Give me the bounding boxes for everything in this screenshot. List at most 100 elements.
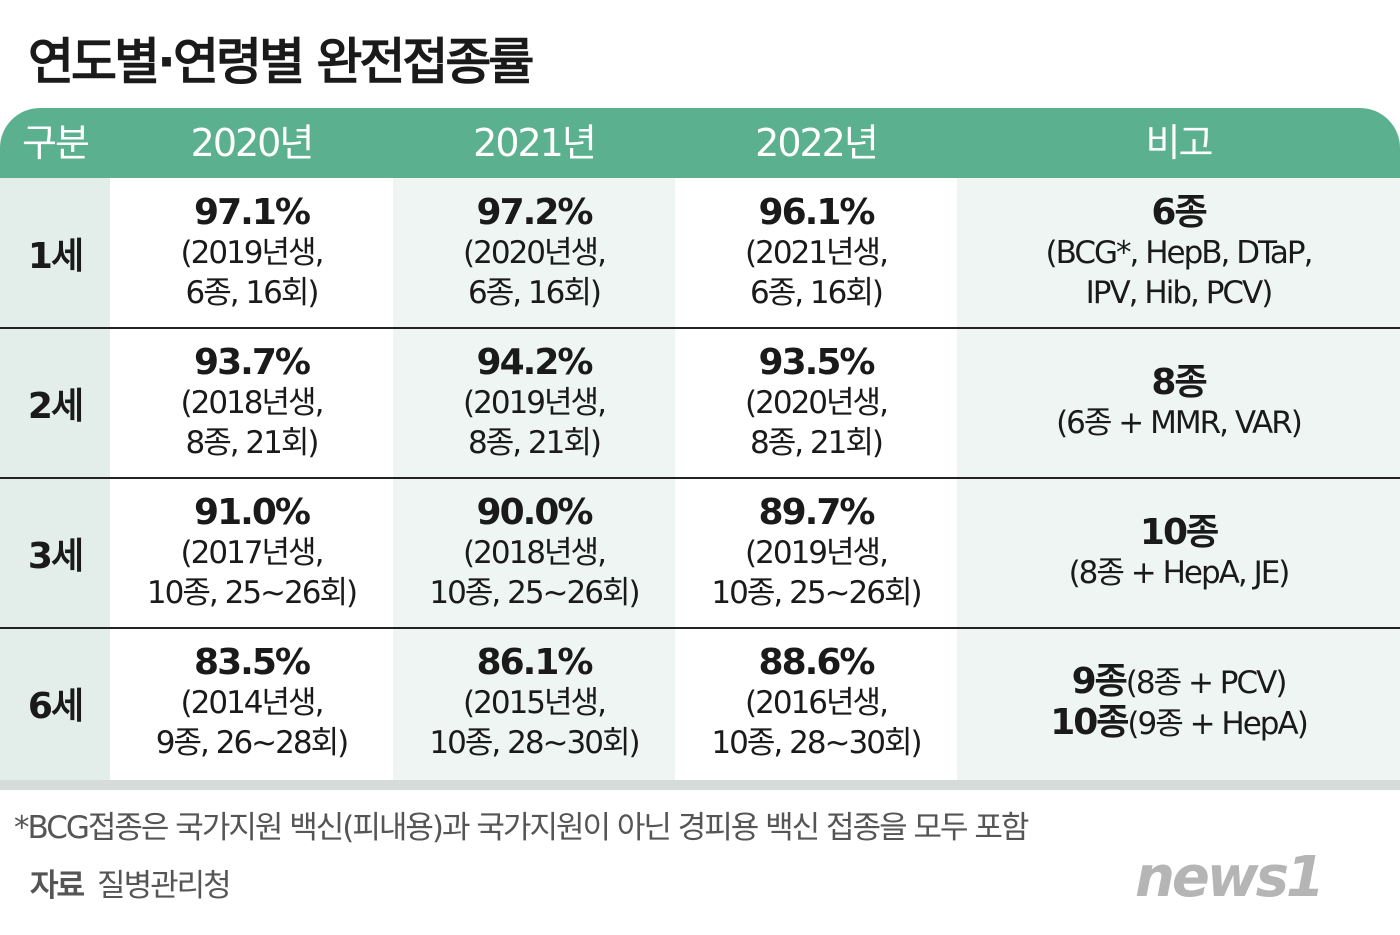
remark-cell: 8종 (6종 + MMR, VAR) [957,328,1400,478]
row-label: 3세 [0,478,110,628]
source: 자료 질병관리청 [30,860,232,905]
remark-line: (8종 + HepA, JE) [1068,553,1291,593]
table-cell: 86.1% (2015년생, 10종, 28~30회) [393,628,675,778]
row-divider [0,627,1400,629]
table-cell: 89.7% (2019년생, 10종, 25~26회) [675,478,957,628]
cohort-detail: (2021년생, [745,235,889,271]
cohort-detail: (2020년생, [463,235,607,271]
page-title: 연도별·연령별 완전접종률 [28,33,534,91]
cohort-detail: 9종, 26~28회) [155,725,349,761]
remark-detail: (9종 + HepA) [1127,706,1308,742]
remark-line: 10종 [1139,512,1219,553]
remark-line: 8종 [1151,362,1207,403]
cohort-detail: 10종, 25~26회) [429,575,640,611]
remark-detail: (8종 + PCV) [1125,665,1288,701]
column-header: 비고 [1145,121,1214,165]
remark-line: 6종 [1151,192,1207,233]
column-header: 2022년 [755,121,879,165]
cohort-detail: (2016년생, [745,685,889,721]
column-background [957,178,1400,780]
cohort-detail: 10종, 28~30회) [711,725,922,761]
rate-value: 90.0% [476,492,594,533]
cohort-detail: (2020년생, [745,385,889,421]
cohort-detail: (2018년생, [463,535,607,571]
cohort-detail: (2019년생, [180,235,325,271]
cohort-detail: (2019년생, [463,385,607,421]
table-cell: 96.1% (2021년생, 6종, 16회) [675,178,957,328]
remark-cell: 6종 (BCG*, HepB, DTaP, IPV, Hib, PCV) [957,178,1400,328]
column-background [393,178,675,780]
row-label-text: 2세 [27,386,84,427]
rate-value: 89.7% [758,492,876,533]
remark-text: (BCG*, HepB, DTaP, [1045,235,1314,271]
rate-value: 93.7% [194,342,311,383]
table-cell: 83.5% (2014년생, 9종, 26~28회) [110,628,393,778]
rate-value: 97.2% [476,192,594,233]
rate-value: 88.6% [758,642,876,683]
remark-cell: 10종 (8종 + HepA, JE) [957,478,1400,628]
rate-value: 94.2% [476,342,594,383]
cohort-detail: (2015년생, [463,685,607,721]
cohort-detail: (2018년생, [180,385,325,421]
cohort-detail: 10종, 25~26회) [146,575,358,611]
remark-text: (6종 + MMR, VAR) [1056,405,1303,441]
cohort-detail: 6종, 16회) [185,275,319,311]
table-cell: 93.5% (2020년생, 8종, 21회) [675,328,957,478]
cohort-detail: (2019년생, [745,535,889,571]
column-header: 2020년 [190,121,315,165]
rate-value: 93.5% [758,342,876,383]
column-header: 구분 [22,121,90,165]
remark-text: 10종 [1050,702,1129,743]
source-label: 자료 [30,868,85,904]
cohort-detail: 8종, 21회) [467,425,602,461]
cohort-detail: (2017년생, [180,535,325,571]
remark-text: 10종 [1139,512,1219,553]
row-divider [0,327,1400,329]
column-header: 2021년 [473,121,597,165]
table-cell: 97.2% (2020년생, 6종, 16회) [393,178,675,328]
row-label-text: 3세 [27,536,84,577]
cohort-detail: 10종, 28~30회) [429,725,640,761]
row-label-text: 1세 [27,236,84,277]
table-header: 구분 2020년 2021년 2022년 비고 [0,108,1400,178]
cohort-detail: 10종, 25~26회) [711,575,922,611]
remark-line: 10종(9종 + HepA) [1050,702,1309,744]
remark-cell: 9종(8종 + PCV) 10종(9종 + HepA) [957,628,1400,778]
rate-value: 86.1% [476,642,594,683]
table-cell: 94.2% (2019년생, 8종, 21회) [393,328,675,478]
remark-text: (8종 + HepA, JE) [1068,555,1291,591]
remark-text: 6종 [1151,192,1207,233]
column-background [110,178,393,780]
cohort-detail: (2014년생, [180,685,325,721]
table-cell: 90.0% (2018년생, 10종, 25~26회) [393,478,675,628]
row-label-text: 6세 [27,686,84,727]
source-text: 질병관리청 [97,868,232,904]
cohort-detail: 6종, 16회) [749,275,884,311]
footnote: *BCG접종은 국가지원 백신(피내용)과 국가지원이 아닌 경피용 백신 접종… [14,810,1029,846]
remark-text: IPV, Hib, PCV) [1085,275,1274,311]
remark-line: (BCG*, HepB, DTaP, [1045,233,1314,273]
rate-value: 97.1% [194,192,311,233]
remark-line: 9종(8종 + PCV) [1071,661,1288,703]
cohort-detail: 8종, 21회) [185,425,319,461]
table-cell: 93.7% (2018년생, 8종, 21회) [110,328,393,478]
rate-value: 91.0% [194,492,311,533]
remark-text: 9종 [1071,661,1128,702]
row-label: 1세 [0,178,110,328]
table-cell: 97.1% (2019년생, 6종, 16회) [110,178,393,328]
news1-logo: news1 [1135,845,1325,910]
remark-line: (6종 + MMR, VAR) [1056,403,1303,443]
row-label: 2세 [0,328,110,478]
remark-text: 8종 [1151,362,1207,403]
rate-value: 83.5% [194,642,311,683]
column-background [675,178,957,780]
table-cell: 91.0% (2017년생, 10종, 25~26회) [110,478,393,628]
remark-line: IPV, Hib, PCV) [1085,273,1274,313]
row-label: 6세 [0,628,110,778]
cohort-detail: 8종, 21회) [749,425,884,461]
cohort-detail: 6종, 16회) [467,275,602,311]
table-cell: 88.6% (2016년생, 10종, 28~30회) [675,628,957,778]
rate-value: 96.1% [758,192,876,233]
row-divider [0,477,1400,479]
table-bottom-strip [0,780,1400,790]
